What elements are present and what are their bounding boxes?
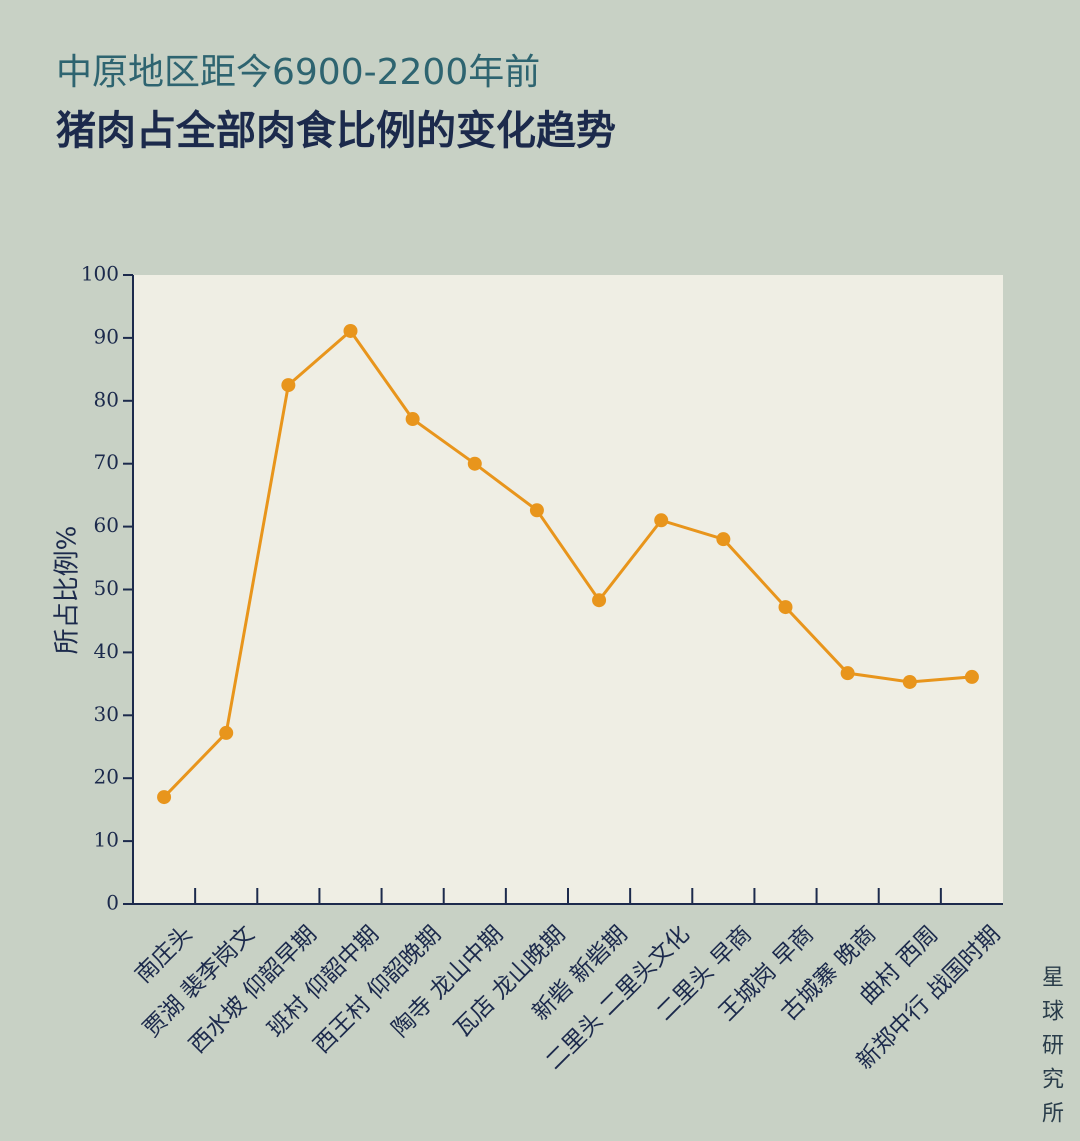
- point: [778, 600, 793, 615]
- point: [654, 513, 669, 528]
- point: [157, 790, 172, 805]
- point: [529, 503, 544, 518]
- y-tick-label: 10: [94, 828, 119, 852]
- y-tick-label: 90: [94, 324, 119, 348]
- line: [162, 328, 973, 799]
- plot-area: [133, 275, 1003, 904]
- y-axis-label: 所占比例%: [53, 526, 83, 655]
- y-tick-label: 0: [106, 891, 119, 915]
- point: [964, 669, 979, 684]
- y-tick-label: 60: [94, 513, 119, 537]
- point: [840, 666, 855, 681]
- y-tick-label: 70: [94, 450, 119, 474]
- point: [281, 378, 296, 393]
- y-tick-label: 80: [94, 387, 119, 411]
- y-tick-label: 20: [94, 765, 119, 789]
- chart-subtitle: 中原地区距今6900-2200年前: [56, 52, 540, 93]
- point: [716, 532, 731, 547]
- y-tick-label: 100: [81, 262, 119, 286]
- point: [467, 456, 482, 471]
- chart-title: 猪肉占全部肉食比例的变化趋势: [56, 108, 616, 154]
- point: [219, 725, 234, 740]
- point: [902, 674, 917, 689]
- point: [405, 412, 420, 427]
- point: [343, 323, 358, 338]
- y-tick-label: 40: [94, 639, 119, 663]
- point: [592, 593, 607, 608]
- y-tick-label: 50: [94, 576, 119, 600]
- y-tick-label: 30: [94, 702, 119, 726]
- watermark: 星球研究所: [1038, 965, 1063, 1135]
